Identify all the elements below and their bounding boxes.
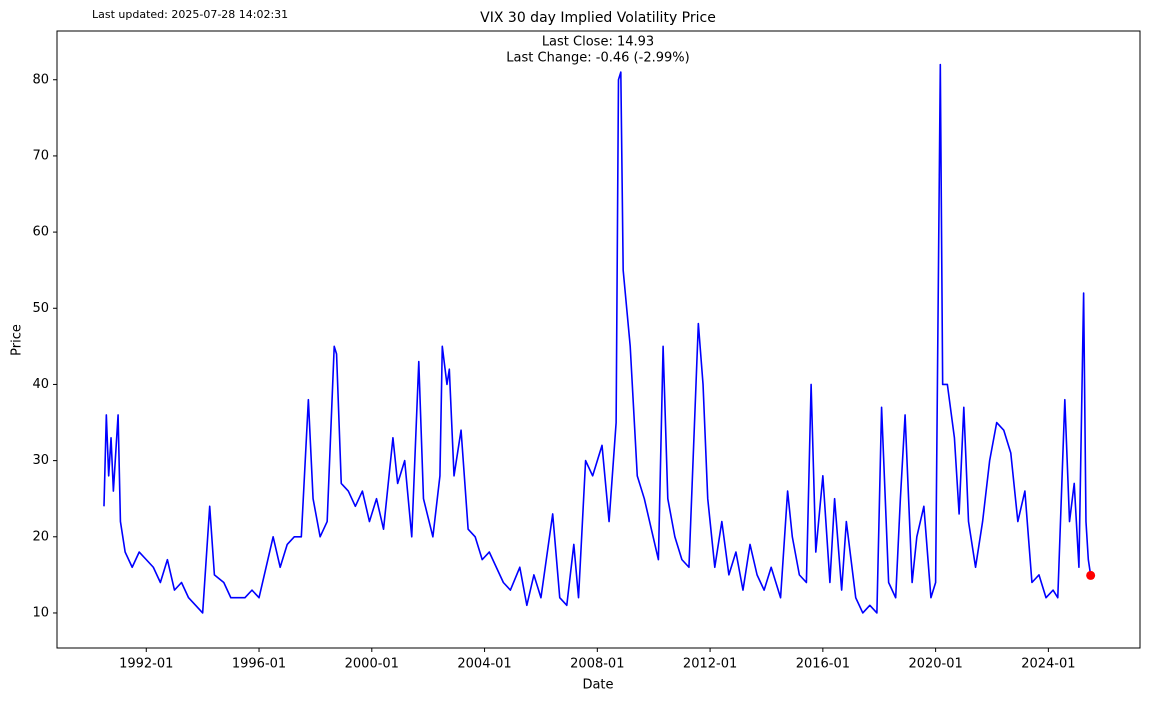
y-tick-label: 40 (32, 377, 49, 392)
last-close-point (1086, 570, 1096, 580)
last-close: Last Close: 14.93 (542, 35, 654, 50)
y-tick-label: 30 (32, 453, 49, 468)
x-tick-label: 2008-01 (570, 657, 624, 672)
price-line (103, 63, 1092, 614)
y-tick-label: 50 (32, 301, 49, 316)
plot-frame (56, 30, 1141, 649)
x-tick-label: 2012-01 (683, 657, 737, 672)
x-tick-label: 2020-01 (908, 657, 962, 672)
last-updated: Last updated: 2025-07-28 14:02:31 (92, 8, 288, 21)
y-tick-label: 10 (32, 605, 49, 620)
x-tick-label: 1996-01 (232, 657, 286, 672)
last-change: Last Change: -0.46 (-2.99%) (506, 51, 689, 66)
y-tick-label: 70 (32, 148, 49, 163)
y-tick-label: 80 (32, 72, 49, 87)
y-tick-label: 20 (32, 529, 49, 544)
y-tick-label: 60 (32, 225, 49, 240)
x-tick-label: 2016-01 (796, 657, 850, 672)
x-tick-label: 1992-01 (119, 657, 173, 672)
x-tick-label: 2000-01 (345, 657, 399, 672)
y-axis-label: Price (10, 324, 25, 356)
x-tick-label: 2024-01 (1021, 657, 1075, 672)
chart-title: VIX 30 day Implied Volatility Price (480, 10, 716, 26)
x-tick-label: 2004-01 (457, 657, 511, 672)
x-axis-label: Date (582, 678, 613, 693)
